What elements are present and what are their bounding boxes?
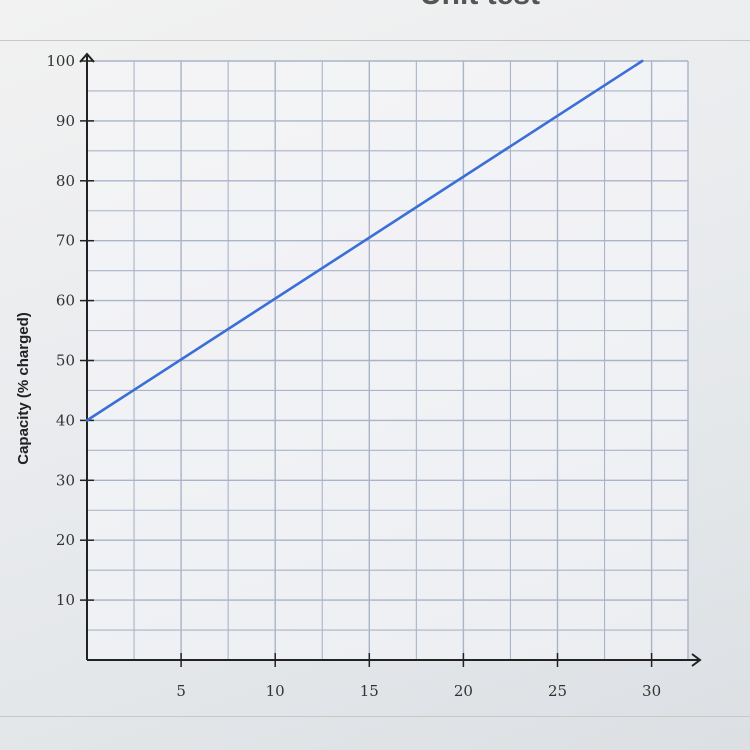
- footer-divider: [0, 716, 750, 717]
- x-tick-label: 10: [266, 682, 285, 700]
- series-line: [85, 59, 644, 422]
- y-tick-label: 40: [56, 411, 75, 429]
- y-axis-title: Capacity (% charged): [15, 312, 32, 465]
- y-tick-label: 20: [56, 531, 75, 549]
- y-tick-label: 100: [46, 52, 75, 70]
- y-axis-arrow-icon: [79, 52, 95, 63]
- x-tick-label: 30: [642, 682, 661, 700]
- x-tick-label: 15: [360, 682, 379, 700]
- y-tick-label: 90: [56, 112, 75, 130]
- x-tick-label: 5: [176, 682, 186, 700]
- y-tick-label: 30: [56, 471, 75, 489]
- y-tick-label: 80: [56, 172, 75, 190]
- x-tick-label: 25: [548, 682, 567, 700]
- x-tick-label: 20: [454, 682, 473, 700]
- x-axis-arrow-icon: [691, 653, 702, 667]
- y-tick-label: 70: [56, 232, 75, 250]
- y-tick-label: 60: [56, 292, 75, 310]
- header-divider: [0, 40, 750, 41]
- y-tick-label: 10: [56, 591, 75, 609]
- page-title: Unit test: [420, 0, 540, 12]
- y-tick-label: 50: [56, 352, 75, 370]
